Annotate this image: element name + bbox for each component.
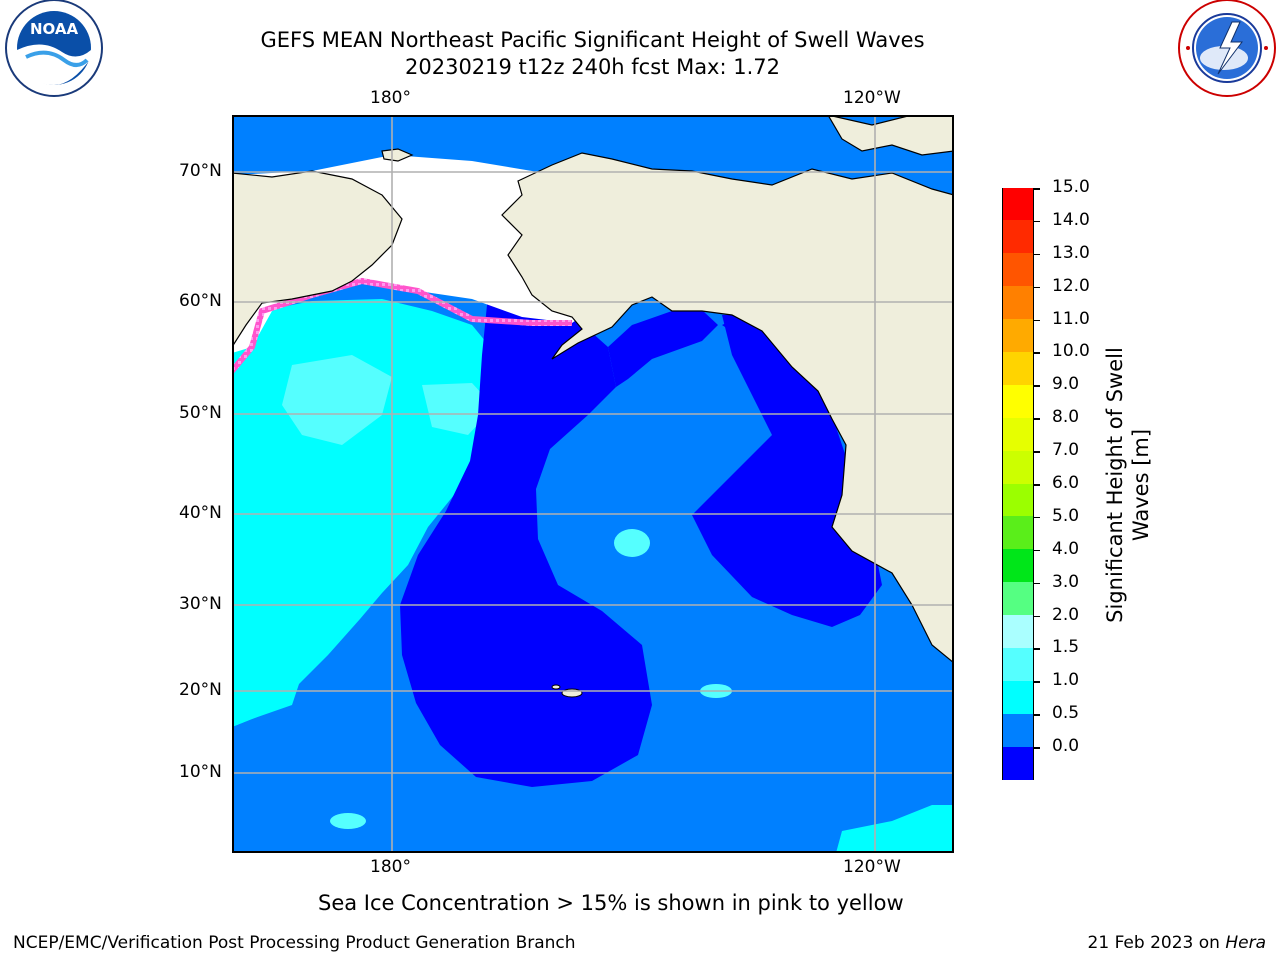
colorbar-segment <box>1003 549 1033 583</box>
colorbar-segment <box>1003 384 1033 419</box>
colorbar-segment <box>1003 516 1033 550</box>
footer-branch: NCEP/EMC/Verification Post Processing Pr… <box>13 933 576 953</box>
swell-region-lightcyan-2 <box>422 383 494 435</box>
colorbar-tick-label: 12.0 <box>1052 275 1090 296</box>
colorbar-segment <box>1003 746 1033 780</box>
colorbar-tick-label: 6.0 <box>1052 473 1080 493</box>
colorbar-segment <box>1003 187 1033 221</box>
colorbar-segment <box>1003 450 1033 484</box>
lon-label-bottom-120w: 120°W <box>843 857 901 877</box>
colorbar-segment <box>1003 483 1033 517</box>
nws-logo <box>1178 0 1276 97</box>
colorbar-tick-mark <box>1034 681 1040 683</box>
colorbar-tick-label: 2.0 <box>1052 604 1080 625</box>
colorbar-tick-mark <box>1034 516 1040 519</box>
colorbar-tick-mark <box>1034 385 1040 387</box>
lat-label-70n: 70°N <box>179 161 222 181</box>
colorbar-segment <box>1003 615 1033 649</box>
sea-ice-edge <box>232 277 572 373</box>
colorbar-tick-label: 0.5 <box>1052 703 1080 724</box>
colorbar-tick-label: 1.0 <box>1052 670 1080 691</box>
colorbar-segment <box>1003 582 1033 616</box>
footer-date: 21 Feb 2023 on Hera <box>1088 933 1266 953</box>
colorbar-tick-label: 15.0 <box>1052 177 1090 197</box>
swell-region-lightcyan <box>282 355 392 445</box>
colorbar-tick-label: 10.0 <box>1052 341 1090 362</box>
swell-patch-3 <box>330 813 366 829</box>
lat-label-40n: 40°N <box>179 503 222 523</box>
land-island-wrangel <box>381 148 414 162</box>
colorbar-segment <box>1003 253 1033 287</box>
colorbar-tick-mark <box>1034 352 1040 354</box>
colorbar-segment <box>1003 713 1033 748</box>
colorbar-segment <box>1003 286 1033 320</box>
colorbar-tick-label: 11.0 <box>1052 308 1090 329</box>
noaa-logo: NOAA <box>5 0 103 97</box>
noaa-logo-text: NOAA <box>30 20 79 38</box>
swell-region-cyan-south <box>232 663 302 727</box>
colorbar-tick-label: 7.0 <box>1052 440 1080 461</box>
colorbar-tick-mark <box>1034 615 1040 618</box>
colorbar-tick-mark <box>1034 188 1040 190</box>
lon-label-top-180: 180° <box>370 88 411 108</box>
colorbar-tick-label: 4.0 <box>1052 538 1080 559</box>
colorbar-tick-label: 13.0 <box>1052 242 1090 263</box>
colorbar-segment <box>1003 680 1033 715</box>
swell-patch-se <box>836 805 954 853</box>
colorbar-tick-label: 14.0 <box>1052 209 1090 230</box>
chart-subtitle: 20230219 t12z 240h fcst Max: 1.72 <box>405 55 780 79</box>
colorbar-tick-mark <box>1034 286 1040 289</box>
lat-label-10n: 10°N <box>179 762 222 782</box>
colorbar-label: Significant Height of Swell Waves [m] <box>1103 347 1153 623</box>
colorbar-tick-mark <box>1034 220 1040 223</box>
chart-title: GEFS MEAN Northeast Pacific Significant … <box>260 28 925 52</box>
colorbar-tick-mark <box>1034 714 1040 716</box>
colorbar-tick-label: 9.0 <box>1052 374 1080 395</box>
colorbar-tick-label: 3.0 <box>1052 571 1080 592</box>
colorbar-tick-mark <box>1034 582 1040 585</box>
swell-height-map <box>232 115 954 853</box>
land-arctic-islands <box>827 115 954 156</box>
colorbar-tick-mark <box>1034 451 1040 453</box>
swell-patch-1 <box>614 529 650 557</box>
colorbar-segment <box>1003 351 1033 386</box>
colorbar-segment <box>1003 319 1033 353</box>
hawaii-island-2 <box>551 684 561 690</box>
map-frame <box>232 115 954 853</box>
colorbar-tick-label: 8.0 <box>1052 407 1080 428</box>
colorbar-segment <box>1003 417 1033 452</box>
swell-region-dark-north <box>608 310 718 387</box>
colorbar-tick-mark <box>1034 418 1040 420</box>
swell-region-dark-central <box>400 293 652 787</box>
colorbar-tick-label: 0.0 <box>1052 736 1080 757</box>
footer-date-text: 21 Feb 2023 on <box>1087 933 1226 953</box>
colorbar-tick-mark <box>1034 484 1040 486</box>
lat-label-30n: 30°N <box>179 594 222 614</box>
colorbar-tick-mark <box>1034 549 1040 552</box>
swell-region-dark-east <box>692 315 882 627</box>
lat-label-50n: 50°N <box>179 403 222 423</box>
sea-ice-footnote: Sea Ice Concentration > 15% is shown in … <box>318 891 904 915</box>
land-siberia <box>232 170 403 349</box>
lat-label-20n: 20°N <box>179 680 222 700</box>
lat-label-60n: 60°N <box>179 291 222 311</box>
map-graticule <box>232 115 954 853</box>
colorbar-tick-label: 1.5 <box>1052 637 1080 658</box>
colorbar <box>1002 187 1034 780</box>
lon-label-bottom-180: 180° <box>370 857 411 877</box>
land-north-america <box>501 152 954 664</box>
lon-label-top-120w: 120°W <box>843 88 901 108</box>
colorbar-tick-label: 5.0 <box>1052 505 1080 526</box>
colorbar-segment <box>1003 220 1033 254</box>
colorbar-tick-mark <box>1034 253 1040 256</box>
colorbar-tick-mark <box>1034 648 1040 650</box>
colorbar-segment <box>1003 647 1033 682</box>
colorbar-tick-mark <box>1034 747 1040 749</box>
colorbar-tick-mark <box>1034 319 1040 322</box>
footer-host: Hera <box>1225 933 1266 953</box>
